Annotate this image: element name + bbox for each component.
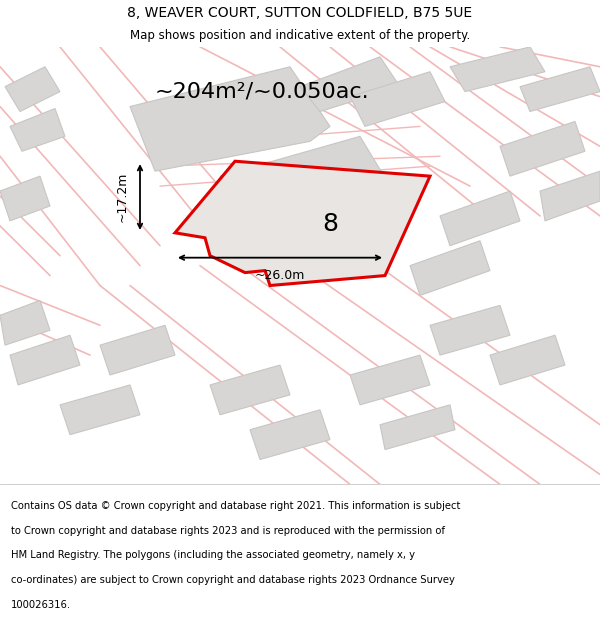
Polygon shape <box>130 67 330 171</box>
Polygon shape <box>430 306 510 355</box>
Polygon shape <box>500 121 585 176</box>
Text: 8: 8 <box>322 212 338 236</box>
Polygon shape <box>440 191 520 246</box>
Polygon shape <box>210 365 290 415</box>
Text: Map shows position and indicative extent of the property.: Map shows position and indicative extent… <box>130 29 470 42</box>
Polygon shape <box>250 410 330 459</box>
Polygon shape <box>540 171 600 221</box>
Polygon shape <box>175 161 430 286</box>
Polygon shape <box>520 67 600 111</box>
Text: 100026316.: 100026316. <box>11 600 71 610</box>
Text: to Crown copyright and database rights 2023 and is reproduced with the permissio: to Crown copyright and database rights 2… <box>11 526 445 536</box>
Text: 8, WEAVER COURT, SUTTON COLDFIELD, B75 5UE: 8, WEAVER COURT, SUTTON COLDFIELD, B75 5… <box>127 6 473 20</box>
Polygon shape <box>0 176 50 221</box>
Text: HM Land Registry. The polygons (including the associated geometry, namely x, y: HM Land Registry. The polygons (includin… <box>11 551 415 561</box>
Text: co-ordinates) are subject to Crown copyright and database rights 2023 Ordnance S: co-ordinates) are subject to Crown copyr… <box>11 575 455 585</box>
Polygon shape <box>220 136 390 226</box>
Text: ~17.2m: ~17.2m <box>115 172 128 222</box>
Polygon shape <box>410 241 490 296</box>
Polygon shape <box>300 57 400 111</box>
Polygon shape <box>380 405 455 449</box>
Text: Contains OS data © Crown copyright and database right 2021. This information is : Contains OS data © Crown copyright and d… <box>11 501 460 511</box>
Polygon shape <box>490 335 565 385</box>
Polygon shape <box>0 301 50 345</box>
Text: ~204m²/~0.050ac.: ~204m²/~0.050ac. <box>155 82 370 102</box>
Polygon shape <box>350 72 445 126</box>
Polygon shape <box>10 109 65 151</box>
Polygon shape <box>60 385 140 434</box>
Polygon shape <box>10 335 80 385</box>
Polygon shape <box>350 355 430 405</box>
Text: ~26.0m: ~26.0m <box>255 269 305 282</box>
Polygon shape <box>5 67 60 111</box>
Polygon shape <box>100 325 175 375</box>
Polygon shape <box>450 47 545 92</box>
